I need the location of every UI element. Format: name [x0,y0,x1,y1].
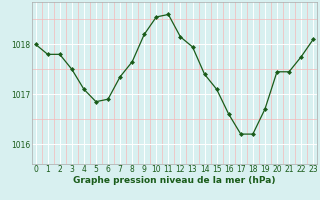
X-axis label: Graphe pression niveau de la mer (hPa): Graphe pression niveau de la mer (hPa) [73,176,276,185]
